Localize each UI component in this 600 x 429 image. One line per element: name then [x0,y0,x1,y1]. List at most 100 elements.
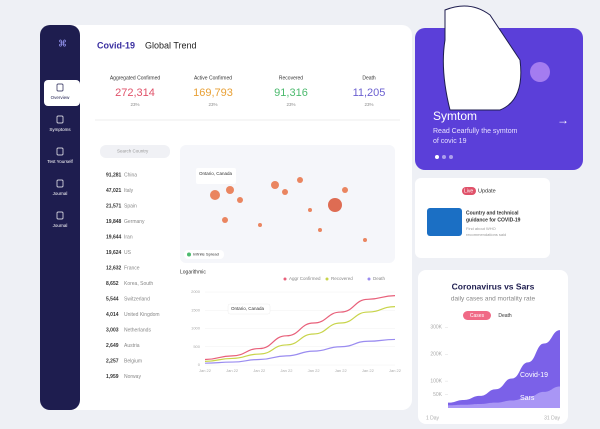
line-series [204,338,396,364]
country-name[interactable]: Austria [124,343,140,349]
legend-label: Aggr Confirmed [289,276,321,281]
stat-change: 23% [208,102,217,107]
search-placeholder: Search Country [117,149,149,154]
country-name[interactable]: China [124,172,137,178]
y-tick-label: 0 [198,362,201,367]
country-name[interactable]: Iran [124,234,133,240]
country-name[interactable]: Germany [124,219,145,225]
spread-label: Infinite Spread [193,252,219,257]
country-count: 5,544 [106,296,119,302]
y-tick-label: 100K [430,378,442,384]
legend-swatch [367,277,371,281]
y-tick-label: 200K [430,352,442,358]
tab[interactable]: Death [498,313,512,319]
nav-icon [56,179,64,188]
y-tick-label: 1500 [191,307,201,312]
stat-value: 91,316 [274,87,308,99]
page-title: Global Trend [145,40,197,50]
line-series [204,295,396,361]
stat-change: 23% [286,102,295,107]
tab[interactable]: Cases [470,313,485,319]
news-headline[interactable]: guidance for COVID-19 [466,217,521,223]
logo: ⌘ [58,38,67,48]
country-count: 2,649 [106,343,119,349]
y-tick-label: 50K [433,392,443,398]
stat-label: Recovered [279,75,303,81]
y-tick-label: 500 [193,344,200,349]
news-text: recommendations said [466,232,506,237]
country-count: 19,624 [106,250,122,256]
area-series [448,330,560,408]
x-tick-label: Jan 22 [199,368,212,373]
nav-label[interactable]: Overview [51,95,71,100]
x-label: 31 Day [544,415,560,421]
symptom-text: Read Cearfully the symtom [433,128,518,135]
country-name[interactable]: Italy [124,188,134,194]
stat-value: 272,314 [115,87,155,99]
stat-label: Active Confirmed [194,75,232,81]
spread-button[interactable] [184,250,224,259]
chart-title: Logarithmic [180,269,206,275]
nav-icon [56,83,64,92]
compare-title: Coronavirus vs Sars [452,281,535,291]
legend-swatch [283,277,287,281]
map-tooltip [196,168,236,184]
illustration [442,5,522,111]
arrow-icon[interactable]: → [557,113,569,127]
nav-label[interactable]: Journal [53,223,68,228]
x-tick-label: Jan 22 [362,368,375,373]
legend-label: Recovered [331,276,353,281]
nav-icon [56,115,64,124]
country-name[interactable]: Spain [124,203,137,209]
live-badge [462,187,476,195]
legend-swatch [325,277,329,281]
live-badge-text: Live [464,188,473,194]
virus-icon [530,62,550,82]
x-tick-label: Jan 22 [389,368,402,373]
x-label: 1 Day [426,415,440,421]
nav-icon [56,211,64,220]
country-name[interactable]: Belgium [124,358,142,364]
country-name[interactable]: France [124,265,140,271]
country-name[interactable]: Korea, South [124,281,153,287]
stat-label: Aggregated Confirmed [110,75,161,81]
stat-value: 169,793 [193,87,233,99]
country-name[interactable]: Netherlands [124,327,151,333]
annotation-box [227,303,271,315]
x-tick-label: Jan 22 [335,368,348,373]
x-tick-label: Jan 22 [253,368,266,373]
country-count: 8,652 [106,281,119,287]
country-count: 12,632 [106,265,122,271]
spread-icon [187,252,191,257]
nav-label[interactable]: Symptoms [49,127,71,132]
y-tick-label: 1000 [191,326,201,331]
active-nav[interactable] [44,80,80,106]
area-series [448,386,560,408]
stat-change: 23% [130,102,139,107]
series-label: Covid-19 [520,372,548,379]
country-name[interactable]: Switzerland [124,296,150,302]
search-box[interactable] [100,145,170,158]
tab-active[interactable] [463,311,491,320]
x-tick-label: Jan 22 [280,368,293,373]
country-name[interactable]: United Kingdom [124,312,160,318]
x-tick-label: Jan 22 [308,368,321,373]
country-name[interactable]: US [124,250,132,256]
stat-change: 23% [364,102,373,107]
country-name[interactable]: Norway [124,374,141,380]
symptom-title: Symtom [433,109,477,123]
country-count: 21,571 [106,203,122,209]
country-count: 3,003 [106,327,119,333]
news-text: Find about WHO [466,226,496,231]
x-tick-label: Jan 22 [226,368,239,373]
nav-label[interactable]: Test Yourself [47,159,73,164]
line-series [204,306,396,362]
country-count: 19,644 [106,234,122,240]
nav-label[interactable]: Journal [53,191,68,196]
country-count: 2,257 [106,358,119,364]
compare-subtitle: daily cases and mortality rate [451,296,536,303]
news-headline[interactable]: Country and technical [466,210,519,216]
country-count: 47,021 [106,188,122,194]
live-title: Update [478,188,496,194]
